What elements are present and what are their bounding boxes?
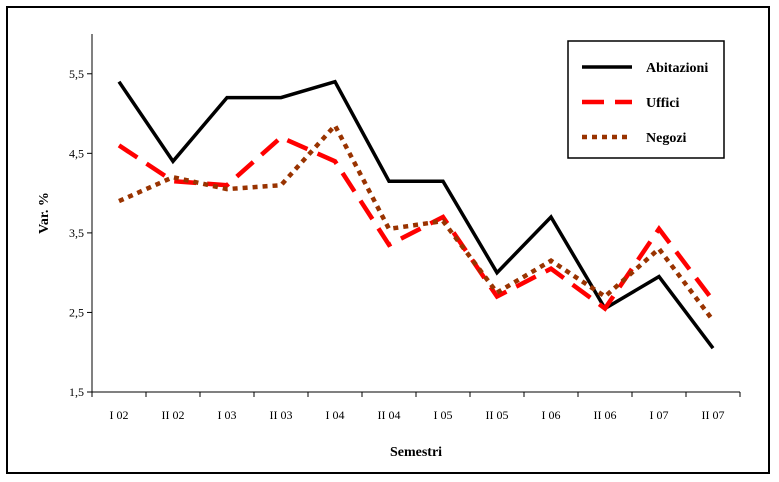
y-tick-label: 5,5 (69, 67, 84, 81)
series-line-negozi (118, 121, 715, 322)
y-tick-label: 4,5 (69, 146, 84, 160)
y-tick-label: 2,5 (69, 305, 84, 319)
x-tick-label: II 05 (486, 408, 509, 422)
y-tick-label: 3,5 (69, 226, 84, 240)
x-tick-label: II 02 (162, 408, 185, 422)
x-tick-label: II 06 (594, 408, 617, 422)
x-tick-label: I 04 (326, 408, 345, 422)
x-tick-label: I 03 (218, 408, 237, 422)
x-axis-title: Semestri (390, 445, 442, 460)
x-tick-label: I 06 (542, 408, 561, 422)
x-tick-label: II 07 (702, 408, 725, 422)
series-line-abitazioni (117, 79, 715, 350)
y-axis-title: Var. % (37, 192, 52, 234)
legend-label-abitazioni: Abitazioni (646, 61, 708, 76)
legend: Abitazioni Uffici Negozi (567, 40, 725, 159)
x-tick-label: II 04 (378, 408, 401, 422)
x-tick-label: I 07 (650, 408, 669, 422)
y-tick-label: 1,5 (69, 385, 84, 399)
x-tick-label: II 03 (270, 408, 293, 422)
legend-label-negozi: Negozi (646, 131, 687, 146)
x-tick-label: I 02 (110, 408, 129, 422)
x-tick-label: I 05 (434, 408, 453, 422)
series-line-uffici (117, 134, 715, 312)
legend-label-uffici: Uffici (646, 96, 680, 111)
